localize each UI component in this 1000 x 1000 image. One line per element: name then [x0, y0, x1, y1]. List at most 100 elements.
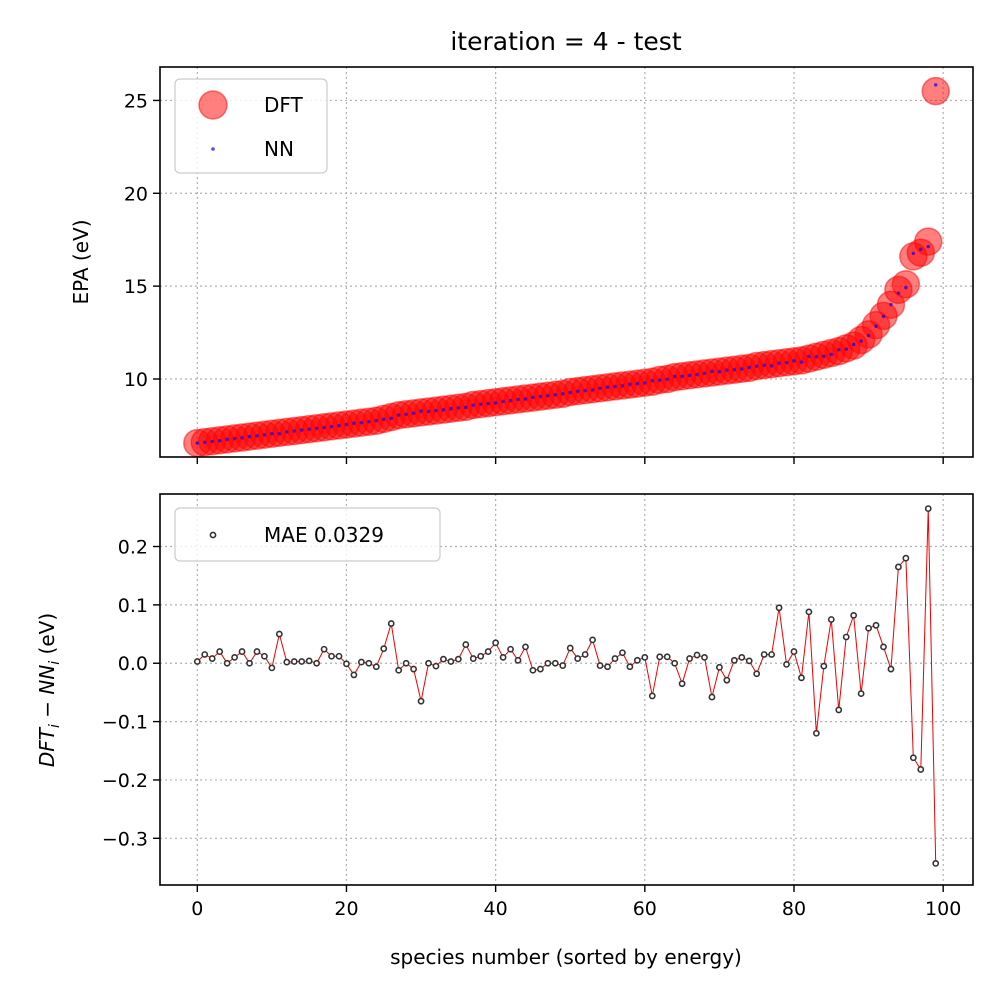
top-y-tick-label-2: 20	[124, 183, 148, 205]
nn-point-20	[344, 422, 349, 427]
residual-point-64	[671, 659, 679, 667]
residual-point-19	[335, 652, 343, 660]
residual-point-5	[231, 654, 238, 661]
residual-point-30	[417, 697, 425, 705]
residual-point-57	[619, 649, 626, 657]
nn-point-46	[538, 394, 543, 399]
nn-point-17	[322, 425, 326, 430]
residual-point-69	[708, 693, 716, 701]
residual-point-77	[768, 651, 776, 658]
nn-point-87	[844, 347, 848, 351]
bottom-x-tick-label-3: 60	[633, 898, 657, 920]
residual-point-59	[633, 656, 641, 664]
nn-point-2	[210, 439, 214, 444]
residual-point-50	[566, 644, 574, 652]
nn-point-74	[747, 365, 751, 370]
nn-point-45	[531, 395, 535, 400]
nn-point-22	[359, 420, 364, 425]
residual-point-0	[193, 658, 201, 665]
nn-point-77	[769, 364, 774, 368]
bottom-y-tick-label-1: −0.2	[102, 770, 148, 792]
nn-point-11	[277, 432, 282, 436]
nn-point-64	[672, 374, 677, 379]
residual-point-46	[536, 665, 544, 673]
residual-point-15	[305, 657, 313, 665]
nn-point-94	[896, 291, 901, 295]
residual-point-94	[895, 563, 902, 571]
residual-point-8	[253, 648, 261, 655]
residual-point-73	[738, 654, 746, 661]
nn-point-95	[904, 285, 908, 290]
residual-point-96	[909, 754, 917, 762]
top-plot-frame	[159, 66, 974, 458]
nn-point-62	[658, 378, 662, 382]
nn-point-88	[851, 342, 856, 347]
nn-point-58	[628, 382, 632, 387]
residual-point-70	[716, 663, 723, 671]
nn-point-44	[523, 397, 528, 401]
nn-point-82	[807, 354, 811, 359]
residual-point-7	[246, 659, 253, 667]
nn-point-21	[352, 421, 356, 425]
residual-point-41	[499, 654, 507, 661]
residual-point-24	[372, 663, 380, 671]
bottom-x-tick-label-2: 40	[484, 898, 508, 920]
nn-point-98	[926, 244, 930, 249]
residual-point-85	[827, 616, 835, 623]
nn-point-34	[449, 407, 453, 411]
nn-point-10	[270, 431, 274, 436]
top-y-ticks: 10 15 20 25	[124, 90, 160, 391]
residual-point-78	[775, 604, 783, 612]
legend-nn-marker	[211, 147, 215, 151]
legend-nn-label: NN	[264, 137, 294, 161]
nn-point-56	[613, 384, 617, 389]
residual-point-33	[440, 655, 447, 663]
nn-point-84	[822, 354, 826, 359]
bottom-x-tick-label-4: 80	[782, 898, 806, 920]
nn-point-8	[255, 434, 259, 438]
residual-point-71	[723, 676, 731, 684]
residual-point-58	[626, 663, 634, 671]
residual-point-32	[432, 662, 440, 670]
residual-point-81	[798, 674, 805, 682]
residual-point-88	[850, 611, 858, 619]
legend-mae-marker	[209, 531, 217, 539]
residual-point-16	[313, 659, 321, 667]
residual-point-66	[686, 655, 693, 662]
nn-point-79	[784, 360, 789, 365]
bottom-y-tick-label-3: 0.0	[118, 653, 148, 675]
bottom-plot-frame	[159, 493, 974, 886]
residual-point-4	[223, 659, 231, 667]
residual-point-74	[745, 657, 753, 665]
nn-point-0	[195, 441, 199, 445]
residual-point-31	[425, 659, 432, 667]
nn-point-48	[553, 393, 558, 397]
nn-point-97	[919, 247, 923, 252]
nn-point-93	[889, 302, 893, 307]
ylabel-sub-2: i	[47, 661, 63, 665]
bottom-x-tick-label-5: 100	[925, 898, 961, 920]
nn-point-12	[285, 430, 289, 434]
residual-point-48	[551, 659, 559, 667]
top-legend-box	[174, 78, 328, 174]
residual-point-80	[790, 648, 798, 655]
bottom-y-axis-label: DFTi − NNi (eV)	[35, 613, 63, 767]
nn-point-67	[695, 372, 699, 377]
bottom-y-tick-label-4: 0.1	[118, 595, 148, 617]
residual-point-29	[410, 665, 417, 673]
residual-point-44	[522, 643, 529, 651]
bottom-y-tick-label-0: −0.3	[102, 828, 148, 850]
top-y-tick-label-0: 10	[124, 369, 148, 391]
top-y-tick-label-1: 15	[124, 276, 148, 298]
nn-point-31	[426, 409, 431, 414]
residual-point-75	[753, 670, 761, 678]
residual-point-12	[283, 658, 291, 666]
bottom-x-ticks: 0 20 40 60 80 100	[191, 885, 961, 920]
nn-point-16	[314, 426, 319, 430]
residual-point-17	[320, 645, 328, 653]
residual-point-42	[507, 645, 514, 653]
bottom-y-ticks: −0.3 −0.2 −0.1 0.0 0.1 0.2	[102, 537, 160, 850]
nn-point-99	[934, 83, 938, 87]
nn-point-7	[247, 434, 252, 439]
nn-point-81	[799, 360, 804, 364]
